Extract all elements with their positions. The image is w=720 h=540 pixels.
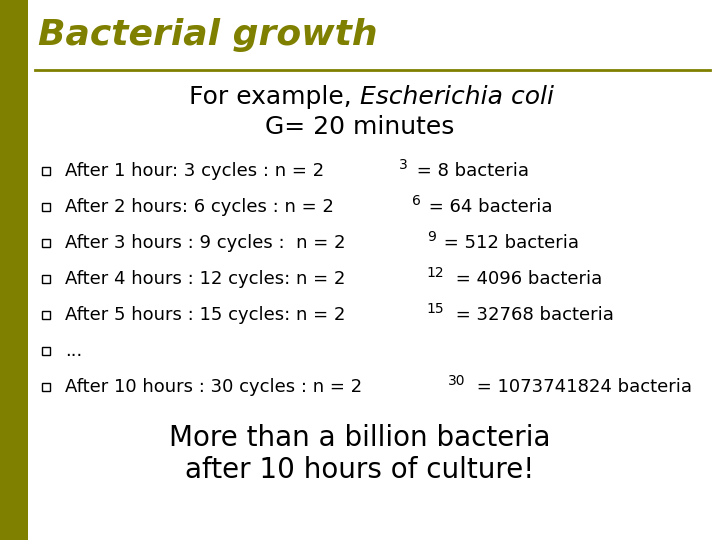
Text: 6: 6 <box>412 194 420 208</box>
Text: After 5 hours : 15 cycles: n = 2: After 5 hours : 15 cycles: n = 2 <box>65 306 346 324</box>
Bar <box>42 383 50 391</box>
Bar <box>42 311 50 319</box>
Bar <box>42 167 50 175</box>
Text: = 64 bacteria: = 64 bacteria <box>423 198 553 216</box>
Text: = 512 bacteria: = 512 bacteria <box>438 234 580 252</box>
Text: After 10 hours : 30 cycles : n = 2: After 10 hours : 30 cycles : n = 2 <box>65 378 362 396</box>
Text: = 4096 bacteria: = 4096 bacteria <box>449 270 602 288</box>
Text: After 3 hours : 9 cycles :  n = 2: After 3 hours : 9 cycles : n = 2 <box>65 234 346 252</box>
Text: Bacterial growth: Bacterial growth <box>38 18 377 52</box>
Text: = 8 bacteria: = 8 bacteria <box>410 162 528 180</box>
Text: After 2 hours: 6 cycles : n = 2: After 2 hours: 6 cycles : n = 2 <box>65 198 334 216</box>
Text: G= 20 minutes: G= 20 minutes <box>265 115 455 139</box>
Bar <box>42 239 50 247</box>
Text: 15: 15 <box>427 302 444 316</box>
Text: After 4 hours : 12 cycles: n = 2: After 4 hours : 12 cycles: n = 2 <box>65 270 346 288</box>
Text: = 1073741824 bacteria: = 1073741824 bacteria <box>471 378 692 396</box>
Text: = 32768 bacteria: = 32768 bacteria <box>449 306 613 324</box>
Bar <box>42 203 50 211</box>
Bar <box>42 275 50 283</box>
Text: For example,: For example, <box>189 85 360 109</box>
Text: 9: 9 <box>427 230 436 244</box>
Text: after 10 hours of culture!: after 10 hours of culture! <box>185 456 535 484</box>
Text: ...: ... <box>65 342 82 360</box>
Text: 12: 12 <box>427 266 444 280</box>
Text: 3: 3 <box>400 158 408 172</box>
Text: Escherichia coli: Escherichia coli <box>360 85 554 109</box>
Text: After 1 hour: 3 cycles : n = 2: After 1 hour: 3 cycles : n = 2 <box>65 162 324 180</box>
Text: 30: 30 <box>449 374 466 388</box>
Bar <box>0 0 28 540</box>
Bar <box>42 347 50 355</box>
Text: More than a billion bacteria: More than a billion bacteria <box>169 424 551 452</box>
